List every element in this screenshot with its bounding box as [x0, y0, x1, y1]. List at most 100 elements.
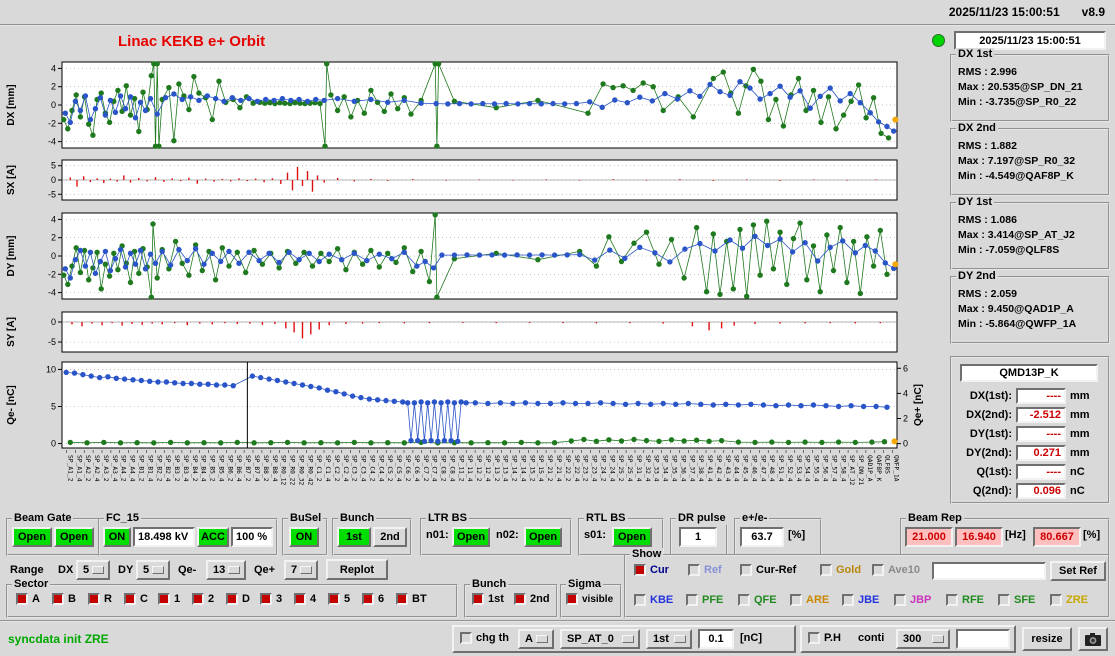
monitor-row-dy1: DY(1st): ---- mm: [954, 426, 1090, 442]
svg-text:SP_DN_21: SP_DN_21: [857, 455, 864, 486]
fc15-kv-value[interactable]: 18.498 kV: [133, 527, 195, 547]
dy-2nd-stats-title: DY 2nd: [956, 270, 998, 283]
range-qe-minus-select[interactable]: 13: [206, 560, 246, 580]
dr-pulse-value[interactable]: 1: [679, 527, 717, 547]
svg-text:SP_A2_4: SP_A2_4: [93, 455, 100, 482]
fc15-frame: FC_15 ON 18.498 kV ACC 100 %: [98, 512, 278, 556]
checkbox-indicator: [872, 564, 884, 576]
sector-checkbox-2[interactable]: 2: [192, 593, 214, 605]
ltr-n02-open-button[interactable]: Open: [524, 527, 562, 547]
sector-checkbox-5[interactable]: 5: [328, 593, 350, 605]
screenshot-button[interactable]: [1078, 627, 1108, 651]
monitor-unit: mm: [1070, 409, 1090, 421]
checkbox-label: 1: [174, 593, 181, 605]
ltr-n01-open-button[interactable]: Open: [452, 527, 490, 547]
checkbox-ref[interactable]: Ref: [688, 564, 722, 576]
threshold-entry[interactable]: 0.1: [698, 629, 734, 649]
sector-checkbox-6[interactable]: 6: [362, 593, 384, 605]
checkbox-gold[interactable]: Gold: [820, 564, 861, 576]
svg-text:SP_31_4: SP_31_4: [635, 455, 642, 482]
svg-text:SP_A3_2: SP_A3_2: [102, 455, 109, 482]
replot-button[interactable]: Replot: [326, 559, 388, 580]
sector-select[interactable]: A: [518, 629, 554, 649]
range-dy-select[interactable]: 5: [136, 560, 170, 580]
beam-rep-value-2: 16.940: [955, 527, 1003, 547]
checkbox-pfe[interactable]: PFE: [686, 594, 723, 606]
svg-text:SP_24_4: SP_24_4: [608, 455, 615, 482]
bunch-select[interactable]: 1st: [646, 629, 692, 649]
svg-text:SP_B6_4: SP_B6_4: [235, 455, 242, 482]
statusbar-entry[interactable]: [956, 629, 1010, 649]
bpm-monitor-name[interactable]: QMD13P_K: [960, 364, 1098, 382]
checkbox-label: 3: [276, 593, 283, 605]
svg-text:SP_B4_2: SP_B4_2: [191, 455, 198, 482]
checkbox-jbp[interactable]: JBP: [894, 594, 931, 606]
range-dx-select[interactable]: 5: [76, 560, 110, 580]
dy-2nd-max: Max : 9.450@QAD1P_A: [958, 303, 1074, 315]
interval-select[interactable]: 300: [896, 629, 950, 649]
checkbox-qfe[interactable]: QFE: [738, 594, 777, 606]
bpm-select[interactable]: SP_AT_0: [560, 629, 640, 649]
checkbox-kbe[interactable]: KBE: [634, 594, 673, 606]
bunch-show-1st-checkbox[interactable]: 1st: [472, 593, 504, 605]
svg-text:SP_13_4: SP_13_4: [502, 455, 509, 482]
svg-text:SP_B5_2: SP_B5_2: [209, 455, 216, 482]
checkbox-label: JBP: [910, 594, 932, 606]
monitor-unit: mm: [1070, 390, 1090, 402]
checkbox-indicator: [740, 564, 752, 576]
sector-title: Sector: [12, 578, 51, 591]
ratio-unit-label: [%]: [788, 529, 806, 541]
svg-text:2: 2: [51, 233, 56, 243]
fc15-on-button[interactable]: ON: [103, 527, 131, 547]
svg-text:SP_AT_J2: SP_AT_J2: [848, 455, 855, 486]
busel-on-button[interactable]: ON: [289, 527, 319, 547]
svg-text:SP_R0_42: SP_R0_42: [306, 455, 313, 486]
monitor-value: 0.271: [1016, 445, 1066, 461]
ref-entry[interactable]: [932, 562, 1046, 580]
svg-text:SP_57_4: SP_57_4: [830, 455, 837, 482]
sector-checkbox-d[interactable]: D: [226, 593, 250, 605]
fc15-acc-button[interactable]: ACC: [197, 527, 229, 547]
window-titlebar: 2025/11/23 15:00:51 v8.9: [0, 0, 1115, 26]
sector-checkbox-bt[interactable]: BT: [396, 593, 427, 605]
sector-checkbox-b[interactable]: B: [52, 593, 76, 605]
set-ref-button[interactable]: Set Ref: [1050, 561, 1106, 581]
checkbox-ave10[interactable]: Ave10: [872, 564, 920, 576]
checkbox-rfe[interactable]: RFE: [946, 594, 984, 606]
bunch-show-2nd-checkbox[interactable]: 2nd: [514, 593, 550, 605]
fc15-duty-value[interactable]: 100 %: [231, 527, 273, 547]
dr-pulse-title: DR pulse: [676, 512, 728, 525]
range-qe-plus-select[interactable]: 7: [284, 560, 318, 580]
svg-text:SP_B3_4: SP_B3_4: [182, 455, 189, 482]
checkbox-label: 2nd: [530, 593, 550, 605]
checkbox-cur-ref[interactable]: Cur-Ref: [740, 564, 796, 576]
bunch-1st-button[interactable]: 1st: [337, 527, 371, 547]
select-value: 5: [83, 564, 90, 576]
rtl-s01-open-button[interactable]: Open: [612, 527, 652, 547]
checkbox-cur[interactable]: Cur: [634, 564, 669, 576]
sector-checkbox-1[interactable]: 1: [158, 593, 180, 605]
svg-text:DY [mm]: DY [mm]: [6, 236, 17, 277]
dy-2nd-stats-frame: DY 2nd RMS : 2.059 Max : 9.450@QAD1P_A M…: [950, 270, 1110, 344]
sigma-visible-checkbox[interactable]: visible: [566, 593, 613, 605]
dx-1st-max: Max : 20.535@SP_DN_21: [958, 81, 1083, 93]
sector-checkbox-4[interactable]: 4: [294, 593, 316, 605]
sector-checkbox-r[interactable]: R: [88, 593, 112, 605]
checkbox-sfe[interactable]: SFE: [998, 594, 1035, 606]
beam-gate-open-1-button[interactable]: Open: [12, 527, 52, 547]
ratio-value[interactable]: 63.7: [740, 527, 784, 547]
beam-gate-open-2-button[interactable]: Open: [54, 527, 94, 547]
sector-checkbox-3[interactable]: 3: [260, 593, 282, 605]
checkbox-jbe[interactable]: JBE: [842, 594, 879, 606]
checkbox-label: BT: [412, 593, 427, 605]
checkbox-zre[interactable]: ZRE: [1050, 594, 1088, 606]
sector-checkbox-a[interactable]: A: [16, 593, 40, 605]
svg-text:SP_22_4: SP_22_4: [573, 455, 580, 482]
sector-checkbox-c[interactable]: C: [124, 593, 148, 605]
svg-text:SP_B7_4: SP_B7_4: [253, 455, 260, 482]
resize-button[interactable]: resize: [1022, 627, 1072, 651]
chg-th-checkbox[interactable]: chg th: [460, 632, 509, 644]
checkbox-are[interactable]: ARE: [790, 594, 829, 606]
bunch-2nd-button[interactable]: 2nd: [373, 527, 407, 547]
ph-checkbox[interactable]: P.H: [808, 632, 841, 644]
